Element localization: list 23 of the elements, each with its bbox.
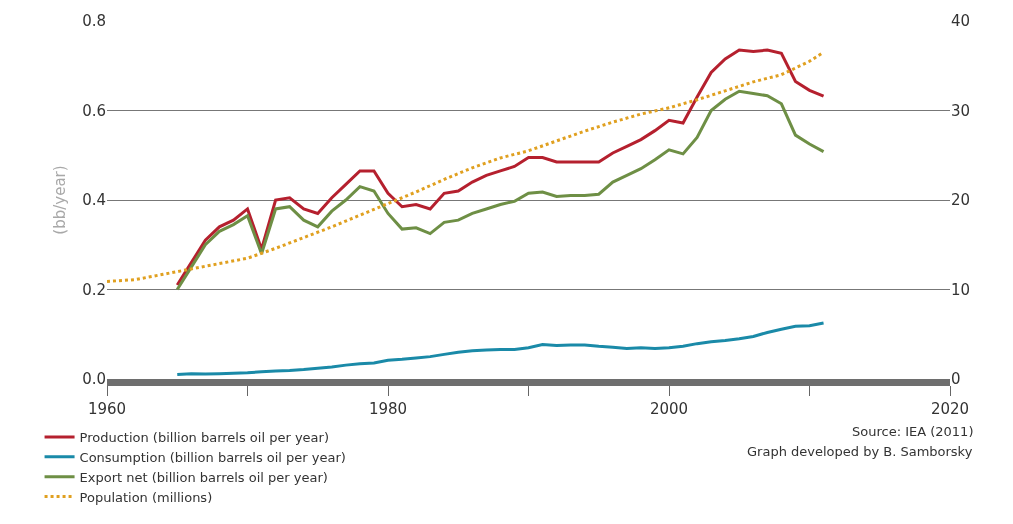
text: Graph developed by B. Samborsky — [747, 444, 973, 459]
y-tick-label: 0.8 — [82, 12, 106, 31]
y2-tick-label: 30 — [951, 101, 971, 120]
y-tick-label: 0.6 — [82, 101, 106, 120]
y-axis-title: (bb/year) — [51, 165, 70, 235]
y-tick-label: 0.0 — [82, 370, 106, 389]
y2-tick-label: 10 — [951, 280, 971, 299]
line-series — [175, 89, 826, 291]
x-tick-label: 1960 — [87, 400, 127, 418]
x-tick-label: 2000 — [649, 400, 689, 418]
x-tick-label: 2020 — [930, 400, 970, 418]
legend-label: Production (billion barrels oil per year) — [79, 429, 329, 445]
source-note: Source: IEA (2011) — [852, 424, 974, 439]
y2-tick-label: 0 — [951, 370, 961, 389]
legend-label: Consumption (billion barrels oil per year) — [79, 449, 346, 465]
y2-tick-label: 40 — [951, 12, 971, 31]
x-tick-label: 1980 — [368, 400, 408, 418]
legend-label: Export net (billion barrels oil per year) — [79, 469, 328, 485]
y2-tick-label: 20 — [951, 191, 971, 210]
legend-label: Population (millions) — [79, 489, 213, 505]
line-series — [175, 321, 826, 377]
y-tick-label: 0.4 — [82, 191, 106, 210]
y-tick-label: 0.2 — [82, 280, 106, 299]
